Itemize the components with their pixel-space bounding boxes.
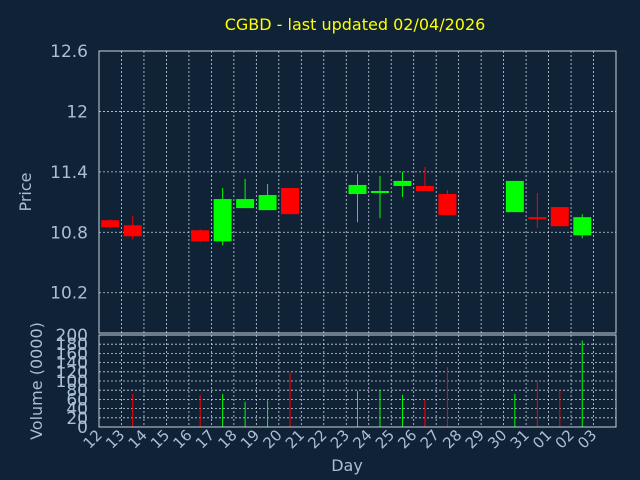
price-y-tick-label: 12 xyxy=(66,102,88,122)
candle-body xyxy=(370,190,389,193)
candle-20 xyxy=(281,187,300,215)
candle-body xyxy=(258,195,277,211)
candle-body xyxy=(415,185,434,191)
volume-y-tick-label: 0 xyxy=(77,418,88,438)
candle-26 xyxy=(415,166,434,191)
candle-27 xyxy=(438,189,457,216)
volume-y-tick-label: 80 xyxy=(66,381,88,401)
candle-body xyxy=(550,207,569,227)
candle-body xyxy=(236,199,255,209)
candle-17 xyxy=(213,187,232,246)
price-y-ticks: 12.6 12 11.4 10.8 10.2 xyxy=(50,42,88,304)
price-plot-frame xyxy=(98,50,617,334)
candle-body xyxy=(281,187,300,215)
price-y-tick-label: 10.2 xyxy=(50,284,88,304)
candle-body xyxy=(573,217,592,236)
price-axis-label: Price xyxy=(16,172,35,211)
candle-body xyxy=(213,199,232,242)
price-panel: 12.6 12 11.4 10.8 10.2 Price xyxy=(16,42,617,334)
candle-body xyxy=(393,180,412,186)
candlesticks xyxy=(101,166,592,246)
candle-body xyxy=(123,225,142,237)
candle-01 xyxy=(550,207,569,227)
candle-30 xyxy=(505,180,524,213)
volume-axis-label: Volume (0000) xyxy=(27,322,46,440)
x-axis-label: Day xyxy=(331,456,363,475)
candle-23 xyxy=(348,173,367,223)
candle-body xyxy=(528,217,547,220)
candle-18 xyxy=(236,178,255,209)
x-tick-label: 03 xyxy=(574,426,600,452)
volume-grid xyxy=(99,334,616,428)
price-y-tick-label: 12.6 xyxy=(50,42,88,62)
price-y-tick-label: 11.4 xyxy=(50,163,88,183)
volume-y-tick-label: 60 xyxy=(66,390,88,410)
candle-body xyxy=(191,230,210,242)
volume-y-tick-label: 40 xyxy=(66,400,88,420)
candle-13 xyxy=(123,216,142,240)
price-y-tick-label: 10.8 xyxy=(50,223,88,243)
volume-y-tick-label: 120 xyxy=(56,363,88,383)
candle-body xyxy=(348,184,367,195)
price-grid xyxy=(99,50,616,333)
candle-body xyxy=(101,220,120,228)
volume-y-tick-label: 140 xyxy=(56,354,88,374)
candle-25 xyxy=(393,171,412,198)
volume-plot-frame xyxy=(98,334,617,428)
volume-y-tick-label: 180 xyxy=(56,335,88,355)
chart-title: CGBD - last updated 02/04/2026 xyxy=(225,15,486,34)
volume-y-tick-label: 200 xyxy=(56,326,88,346)
candle-24 xyxy=(370,175,389,219)
candle-12 xyxy=(101,219,120,229)
volume-y-tick-label: 160 xyxy=(56,344,88,364)
candle-16 xyxy=(191,229,210,243)
candle-body xyxy=(438,194,457,216)
volume-bars xyxy=(132,340,583,427)
candle-02 xyxy=(573,214,592,239)
x-axis-ticks: 1213141516171819202122232425262728293031… xyxy=(80,426,601,452)
volume-y-tick-label: 20 xyxy=(66,409,88,429)
candle-19 xyxy=(258,183,277,211)
volume-y-tick-label: 100 xyxy=(56,372,88,392)
candle-31 xyxy=(528,193,547,229)
candle-body xyxy=(505,180,524,213)
